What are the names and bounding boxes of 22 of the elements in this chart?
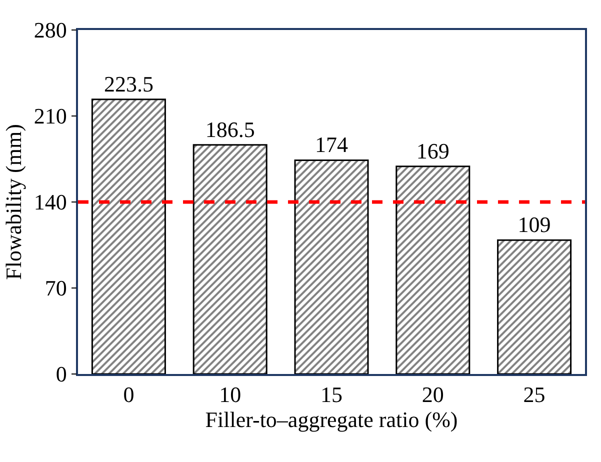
data-label: 223.5 (104, 71, 154, 96)
bar (91, 98, 166, 374)
bar (294, 159, 369, 374)
x-tick-label: 10 (219, 382, 242, 408)
x-tick-label: 20 (422, 382, 444, 408)
data-label: 109 (518, 212, 551, 238)
x-axis-title: Filler-to–aggregate ratio (%) (205, 407, 458, 432)
y-tick-label: 70 (44, 276, 67, 301)
data-label: 186.5 (205, 116, 255, 142)
bar (396, 166, 470, 374)
data-label: 174 (315, 132, 348, 158)
y-axis-title: Flowability (mm) (1, 124, 26, 280)
y-tick-label: 280 (34, 18, 67, 43)
x-tick-label: 15 (320, 382, 342, 408)
bar (497, 239, 572, 374)
data-label: 169 (416, 138, 450, 164)
bar (192, 144, 268, 374)
x-tick-label: 0 (123, 382, 134, 408)
y-tick-label: 210 (34, 104, 67, 129)
x-tick-label: 25 (523, 382, 546, 408)
y-tick-label: 0 (56, 362, 67, 387)
y-tick-label: 140 (34, 190, 67, 215)
